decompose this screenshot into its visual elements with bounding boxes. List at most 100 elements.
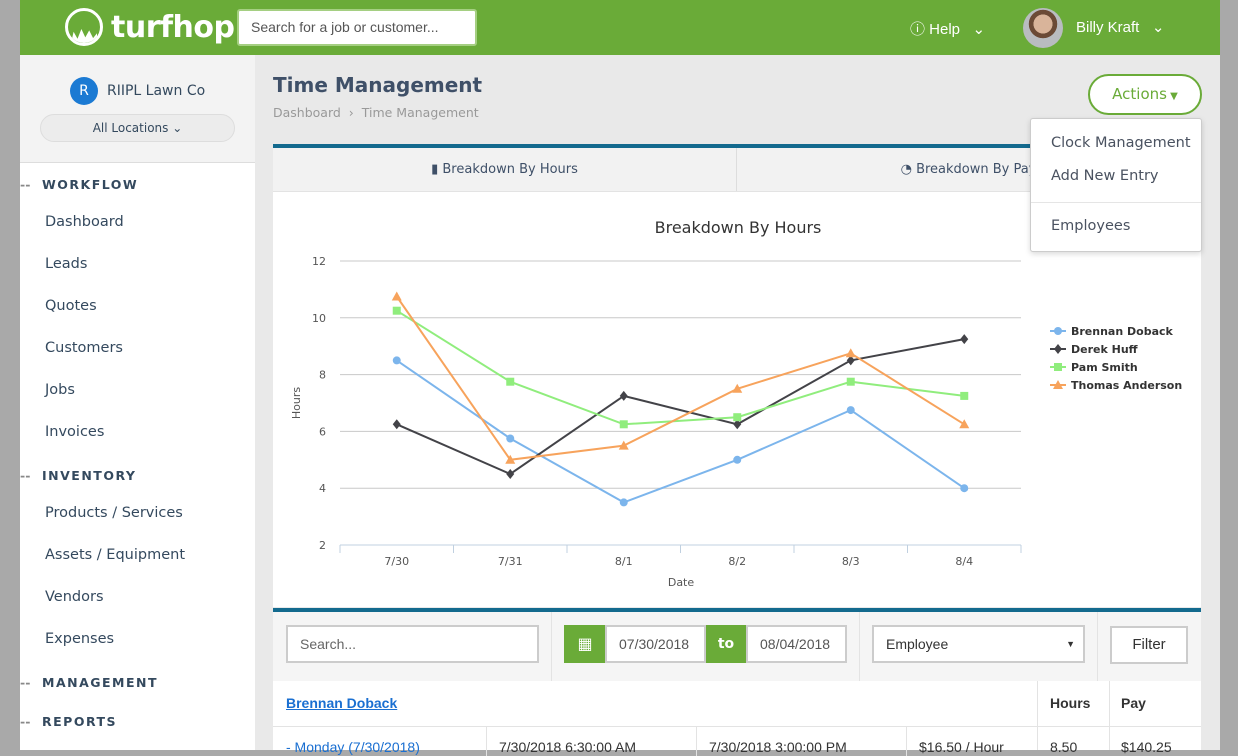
global-search-input[interactable]: Search for a job or customer... <box>237 9 477 46</box>
series-line <box>396 338 965 476</box>
legend-marker <box>1054 327 1062 335</box>
help-label: Help <box>929 21 961 38</box>
x-tick-label: 7/30 <box>384 555 409 568</box>
calendar-icon[interactable]: ▦ <box>564 625 606 663</box>
chart-panel: ▮ Breakdown By Hours ◔ Breakdown By Pay <box>273 144 1201 607</box>
data-point <box>392 419 401 430</box>
help-menu[interactable]: ⓘ Help ⌄ <box>910 18 985 39</box>
sidebar-item-assets[interactable]: Assets / Equipment <box>45 547 186 563</box>
breadcrumb-dashboard[interactable]: Dashboard <box>273 105 341 120</box>
from-date-input[interactable]: 07/30/2018 <box>605 625 706 663</box>
data-point <box>960 391 969 400</box>
legend-marker <box>1053 380 1063 389</box>
employee-link[interactable]: Brennan Doback <box>286 695 398 711</box>
question-icon: ⓘ <box>910 21 930 38</box>
grass-logo-icon <box>65 8 103 46</box>
menu-item-clock-management[interactable]: Clock Management <box>1051 135 1191 151</box>
series-line <box>395 295 965 461</box>
legend-label: Pam Smith <box>1071 361 1138 374</box>
section-reports[interactable]: REPORTS <box>20 714 117 729</box>
data-point <box>846 355 855 366</box>
caret-down-icon: ▼ <box>1166 91 1178 102</box>
menu-item-add-new-entry[interactable]: Add New Entry <box>1051 168 1159 184</box>
time-table: Brennan Doback Hours Pay - Monday (7/30/… <box>273 681 1201 756</box>
data-point <box>732 383 743 393</box>
sidebar-item-customers[interactable]: Customers <box>45 340 123 356</box>
tab-label: Breakdown By Pay <box>916 162 1037 177</box>
section-inventory[interactable]: INVENTORY <box>20 468 136 483</box>
legend-label: Brennan Doback <box>1071 325 1174 338</box>
rate: $16.50 / Hour <box>919 739 1004 755</box>
y-axis-label: Hours <box>290 387 303 419</box>
data-point <box>846 377 855 386</box>
hours-line-chart: Breakdown By Hours Date Hours 2 4 6 8 10 12 7/… <box>290 218 1182 589</box>
logo[interactable]: turfhop <box>65 8 235 46</box>
section-workflow[interactable]: WORKFLOW <box>20 177 138 192</box>
data-point <box>733 419 742 430</box>
search-input[interactable]: Search... <box>286 625 539 663</box>
actions-button[interactable]: Actions ▼ <box>1088 74 1202 115</box>
to-label: to <box>706 625 746 663</box>
y-tick-label: 8 <box>319 369 326 382</box>
filter-button[interactable]: Filter <box>1110 626 1188 664</box>
x-axis-label: Date <box>668 576 695 589</box>
legend-marker <box>1054 363 1062 371</box>
user-name: Billy Kraft <box>1076 19 1140 36</box>
x-tick-label: 8/3 <box>842 555 860 568</box>
y-tick-label: 6 <box>319 425 326 438</box>
sidebar-item-invoices[interactable]: Invoices <box>45 424 105 440</box>
y-tick-label: 4 <box>319 482 326 495</box>
sidebar-item-leads[interactable]: Leads <box>45 256 88 272</box>
top-bar <box>20 0 1220 55</box>
section-management[interactable]: MANAGEMENT <box>20 675 158 690</box>
data-point <box>619 420 628 429</box>
y-tick-label: 12 <box>312 255 326 268</box>
menu-item-employees[interactable]: Employees <box>1051 218 1131 234</box>
data-point <box>618 440 629 450</box>
to-date-input[interactable]: 08/04/2018 <box>746 625 847 663</box>
tab-breakdown-hours[interactable]: ▮ Breakdown By Hours <box>273 148 737 191</box>
row-pay: $140.25 <box>1121 739 1172 755</box>
sidebar-item-products[interactable]: Products / Services <box>45 505 183 521</box>
sidebar-item-dashboard[interactable]: Dashboard <box>45 214 124 230</box>
legend-marker <box>1054 344 1062 354</box>
data-point <box>845 348 856 358</box>
tab-label: Breakdown By Hours <box>442 162 578 177</box>
x-tick-label: 7/31 <box>498 555 523 568</box>
data-point <box>733 455 742 464</box>
bar-chart-icon: ▮ <box>431 162 443 177</box>
menu-divider <box>1031 202 1201 203</box>
clock-in: 7/30/2018 6:30:00 AM <box>499 739 636 755</box>
x-tick-label: 8/2 <box>728 555 746 568</box>
data-point <box>506 377 515 386</box>
chart-title: Breakdown By Hours <box>655 218 822 237</box>
company[interactable]: R RIIPL Lawn Co <box>70 77 205 105</box>
pay-header: Pay <box>1121 695 1146 711</box>
breadcrumb-current: Time Management <box>361 105 479 120</box>
data-point <box>959 419 970 429</box>
data-point <box>846 406 855 415</box>
data-point <box>506 469 515 479</box>
sidebar-item-expenses[interactable]: Expenses <box>45 631 115 647</box>
avatar[interactable] <box>1023 8 1063 48</box>
actions-dropdown: Clock Management Add New Entry Employees <box>1030 118 1202 252</box>
chevron-down-icon: ⌄ <box>168 121 183 135</box>
sidebar-item-jobs[interactable]: Jobs <box>45 382 75 398</box>
hours-header: Hours <box>1050 695 1091 711</box>
company-panel: R RIIPL Lawn Co All Locations ⌄ <box>20 55 255 163</box>
caret-down-icon: ▼ <box>1066 639 1075 649</box>
legend-label: Derek Huff <box>1071 343 1138 356</box>
employee-select[interactable]: Employee ▼ <box>872 625 1085 663</box>
clock-out: 7/30/2018 3:00:00 PM <box>709 739 847 755</box>
data-point <box>392 356 401 365</box>
chevron-right-icon: › <box>340 105 362 120</box>
day-link[interactable]: - Monday (7/30/2018) <box>286 739 420 755</box>
sidebar-item-quotes[interactable]: Quotes <box>45 298 97 314</box>
pie-chart-icon: ◔ <box>900 162 917 177</box>
series-line <box>396 359 965 504</box>
sidebar-item-vendors[interactable]: Vendors <box>45 589 104 605</box>
user-menu[interactable]: Billy Kraft ⌄ <box>1076 18 1164 36</box>
data-point <box>960 334 969 345</box>
location-select[interactable]: All Locations ⌄ <box>40 114 235 142</box>
